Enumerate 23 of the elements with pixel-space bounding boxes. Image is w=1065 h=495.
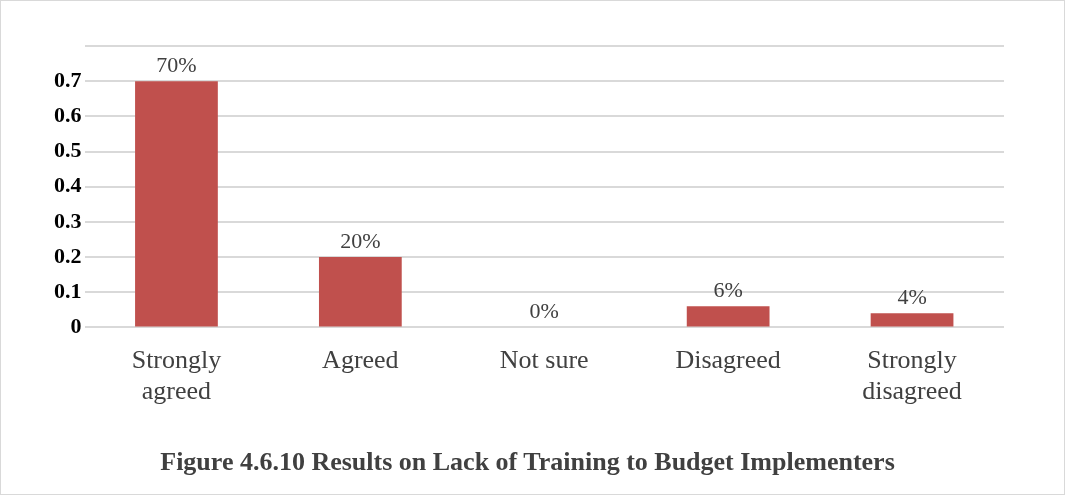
y-tick-label: 0.5 [54, 137, 82, 163]
bar [318, 257, 402, 327]
x-tick-label: Agreed [322, 344, 399, 374]
bar [686, 306, 770, 327]
x-tick-label: Disagreed [675, 344, 781, 374]
x-tick-label: Strongly disagreed [862, 344, 962, 406]
bar [135, 81, 218, 327]
x-tick-label: Not sure [499, 344, 589, 374]
y-tick-label: 0.3 [54, 207, 82, 233]
y-tick-label: 0.1 [54, 277, 82, 303]
y-tick-label: 0.4 [54, 172, 82, 198]
x-tick-label: Strongly agreed [131, 344, 222, 406]
data-label: 0% [529, 298, 559, 324]
y-tick-label: 0.7 [54, 66, 82, 92]
text: Figure 4.6.10 Results on Lack of Training to Budget Implementers [160, 447, 895, 477]
data-label: 20% [340, 227, 381, 253]
data-label: 4% [897, 284, 927, 310]
data-label: 6% [713, 277, 743, 303]
y-tick-label: 0.2 [54, 242, 82, 268]
bar [870, 313, 954, 327]
y-tick-label: 0.6 [54, 102, 82, 128]
data-label: 70% [156, 51, 197, 77]
y-tick-label: 0 [70, 313, 82, 339]
